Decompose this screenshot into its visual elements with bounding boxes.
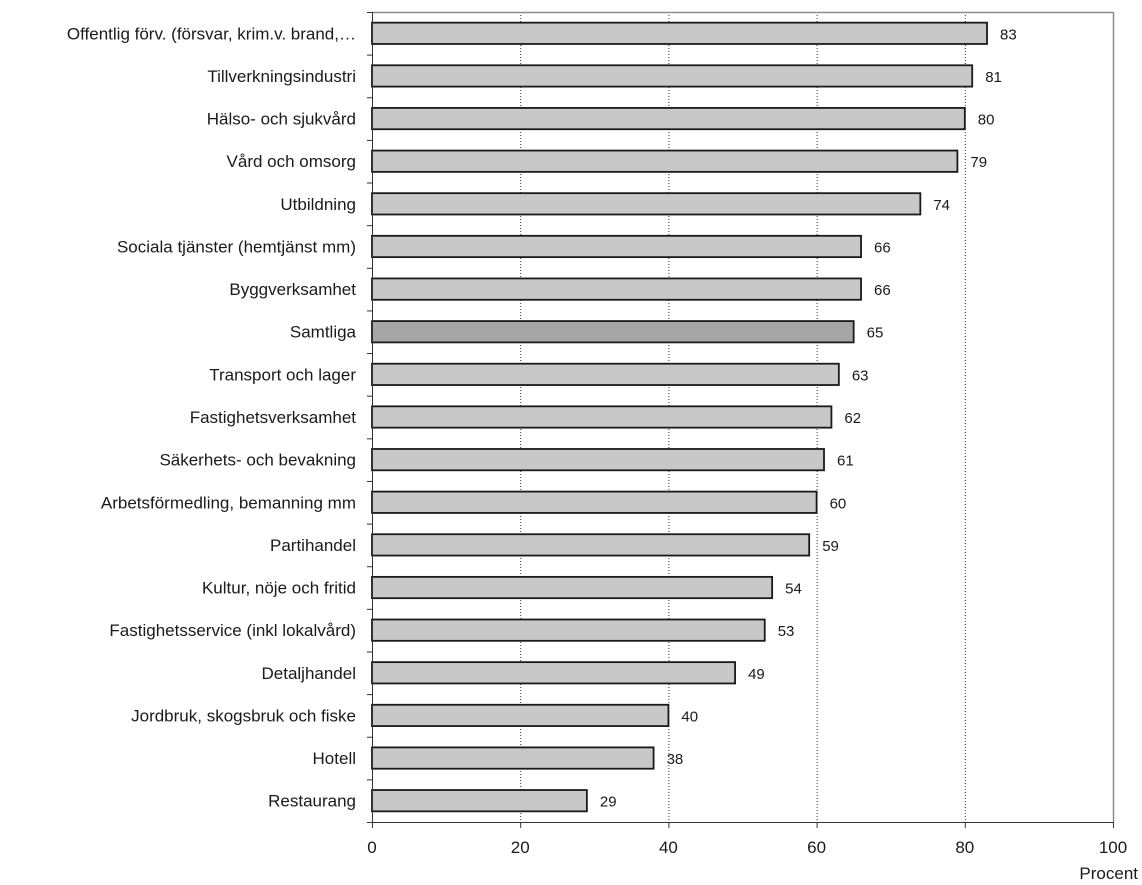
bar bbox=[371, 703, 670, 727]
x-tick-label: 40 bbox=[659, 838, 678, 857]
bar bbox=[371, 448, 825, 472]
value-label: 49 bbox=[748, 666, 765, 683]
plot-frame bbox=[367, 11, 1115, 823]
bar bbox=[371, 618, 766, 642]
category-label: Sociala tjänster (hemtjänst mm) bbox=[117, 237, 356, 256]
value-label: 38 bbox=[667, 751, 684, 768]
value-label: 53 bbox=[778, 623, 795, 640]
value-label: 29 bbox=[600, 794, 617, 811]
category-label: Fastighetsservice (inkl lokalvård) bbox=[109, 621, 356, 640]
bar bbox=[371, 405, 833, 429]
x-tick-label: 80 bbox=[955, 838, 974, 857]
category-label: Arbetsförmedling, bemanning mm bbox=[101, 493, 356, 512]
value-label: 59 bbox=[822, 538, 839, 555]
value-labels: 83 81 80 79 74 66 66 65 63 62 61 60 59 54 53 49 40 38 29 bbox=[600, 26, 1017, 810]
category-label: Jordbruk, skogsbruk och fiske bbox=[131, 706, 356, 725]
category-label: Detaljhandel bbox=[261, 664, 356, 683]
value-label: 81 bbox=[985, 69, 1002, 86]
category-label: Kultur, nöje och fritid bbox=[202, 579, 356, 598]
category-label: Restaurang bbox=[268, 792, 356, 811]
bar bbox=[371, 107, 966, 131]
bar bbox=[371, 490, 818, 514]
bar bbox=[371, 789, 588, 813]
value-label: 61 bbox=[837, 453, 854, 470]
x-tick-label: 20 bbox=[511, 838, 530, 857]
category-label: Transport och lager bbox=[209, 365, 356, 384]
bar bbox=[371, 234, 862, 259]
bar bbox=[371, 575, 774, 600]
value-label: 80 bbox=[978, 112, 995, 129]
x-tick-label: 0 bbox=[367, 838, 376, 857]
category-labels: Offentlig förv. (försvar, krim.v. brand,… bbox=[67, 24, 357, 810]
bar bbox=[371, 149, 959, 173]
bars bbox=[371, 21, 988, 813]
value-label: 62 bbox=[844, 410, 861, 427]
x-tick-label: 60 bbox=[807, 838, 826, 857]
x-axis-ticks: 0 20 40 60 80 100 bbox=[367, 822, 1127, 857]
bar bbox=[371, 192, 922, 216]
value-label: 60 bbox=[830, 495, 847, 512]
value-label: 79 bbox=[970, 154, 987, 171]
bar bbox=[371, 64, 974, 88]
value-label: 63 bbox=[852, 367, 869, 384]
category-label: Partihandel bbox=[270, 536, 356, 555]
value-label: 54 bbox=[785, 581, 802, 598]
category-label: Hotell bbox=[313, 749, 356, 768]
bar bbox=[371, 746, 655, 770]
category-label: Tillverkningsindustri bbox=[207, 67, 356, 86]
category-label: Vård och omsorg bbox=[227, 152, 356, 171]
category-label: Säkerhets- och bevakning bbox=[159, 451, 356, 470]
x-axis-title: Procent bbox=[1079, 864, 1138, 883]
bar bbox=[371, 362, 840, 386]
value-label: 40 bbox=[681, 708, 698, 725]
category-label: Byggverksamhet bbox=[229, 280, 356, 299]
value-label: 83 bbox=[1000, 26, 1017, 43]
value-label: 66 bbox=[874, 239, 891, 256]
bar bbox=[371, 533, 811, 557]
value-label: 74 bbox=[933, 197, 950, 214]
category-label: Offentlig förv. (försvar, krim.v. brand,… bbox=[67, 24, 356, 43]
category-label: Utbildning bbox=[280, 195, 356, 214]
value-label: 65 bbox=[867, 325, 884, 342]
category-label: Samtliga bbox=[290, 323, 357, 342]
bar bbox=[371, 320, 855, 344]
value-label: 66 bbox=[874, 282, 891, 299]
bar bbox=[371, 21, 988, 45]
bar bbox=[371, 661, 736, 685]
category-label: Hälso- och sjukvård bbox=[207, 110, 356, 129]
x-tick-label: 100 bbox=[1099, 838, 1127, 857]
category-label: Fastighetsverksamhet bbox=[190, 408, 357, 427]
bar bbox=[371, 277, 862, 301]
